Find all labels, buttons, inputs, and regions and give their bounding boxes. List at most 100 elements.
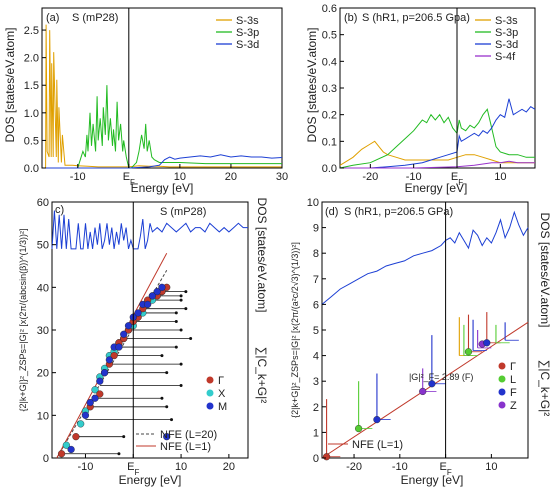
- legend-marker: [498, 388, 506, 396]
- y-tick-label: 0.3: [322, 83, 337, 95]
- legend-label: L: [510, 374, 516, 386]
- x-tick-label: 10: [174, 171, 186, 183]
- panel-a-plot-area: -10 EF 10 20 300.00.51.01.52.02.5(a) S (mP28)…: [24, 7, 288, 187]
- weight-bar-end: [170, 418, 174, 422]
- y-tick-label: 2.0: [24, 53, 39, 65]
- panel-d-right-ylabel-top: DOS [states/eV.atom]: [538, 213, 550, 328]
- weight-bar-end: [122, 435, 126, 439]
- weight-bar-end: [179, 294, 183, 298]
- legend-label: S-3p: [495, 27, 518, 39]
- point-F: [373, 416, 381, 424]
- panel-b-plot-area: -20 -10 EF 100.00.10.20.30.40.50.6(b) S (hR1…: [322, 3, 536, 187]
- x-tick-label: 10: [175, 461, 187, 473]
- y-tick-label: 2.5: [24, 25, 39, 37]
- legend-marker: [206, 376, 214, 384]
- panel-annotation: S (hR1, p=206.5 GPa): [344, 206, 453, 218]
- y-tick-label: 9: [313, 223, 319, 235]
- panel-d-ylabel: {2|k+G|}²_ZSPs=|G|² [x(2π/(a²c/2√3)^(1/3…: [290, 242, 300, 418]
- series-line-s-3d: [42, 154, 283, 169]
- y-tick-label: 40: [37, 282, 49, 294]
- point-m: [67, 445, 75, 454]
- panel-a-frame: [41, 7, 283, 169]
- point-gamma: [96, 390, 104, 398]
- legend-label: Z: [510, 400, 517, 412]
- y-tick-label: 1: [313, 427, 319, 439]
- point-m: [86, 398, 94, 407]
- x-tick-label: 10: [494, 171, 506, 183]
- weight-bar-end: [179, 298, 183, 302]
- x-tick-label: 10: [485, 461, 497, 473]
- weight-bar-end: [160, 396, 164, 400]
- y-tick-label: 20: [37, 368, 49, 380]
- weight-bar-end: [174, 319, 178, 323]
- weight-bar-end: [179, 328, 183, 332]
- series-line-s-3p: [42, 85, 282, 169]
- x-tick-subscript: F: [447, 468, 452, 477]
- panel-c-ylabel: {2|k+G|}²_ZSPs=|G|² [x(2π/(abcsin(β))^(1…: [18, 228, 28, 411]
- series-line-s-4f: [340, 160, 535, 169]
- point-F: [428, 380, 436, 388]
- point-m: [158, 283, 166, 291]
- legend-label: Γ: [510, 361, 516, 373]
- point-F: [483, 339, 491, 347]
- y-tick-label: 50: [37, 240, 49, 252]
- x-tick-label: -10: [70, 171, 86, 183]
- point-m: [81, 411, 90, 419]
- y-tick-label: 10: [37, 410, 49, 422]
- point-gamma: [110, 352, 118, 360]
- x-tick-subscript: F: [134, 468, 139, 477]
- legend-marker: [498, 375, 506, 383]
- point-m: [144, 300, 152, 309]
- point-m: [148, 292, 156, 300]
- legend-marker: [206, 402, 214, 410]
- panel-b: -20 -10 EF 100.00.10.20.30.40.50.6(b) S (hR1…: [305, 3, 536, 195]
- point-x: [77, 420, 85, 428]
- x-tick-label: -10: [78, 461, 94, 473]
- dos-overlay-line: [51, 210, 248, 250]
- point-m: [105, 356, 113, 364]
- y-tick-label: 0.0: [322, 163, 337, 175]
- point-L: [464, 348, 473, 356]
- point-x: [62, 441, 70, 449]
- point-gamma: [57, 450, 66, 458]
- weight-bar-end: [179, 383, 183, 387]
- panel-b-xlabel: Energy [eV]: [405, 181, 468, 195]
- panel-c-legend: ΓXM NFE (L=20)NFE (L=1): [136, 375, 227, 453]
- panel-label: c): [55, 204, 64, 216]
- panel-c-xlabel: Energy [eV]: [119, 473, 182, 487]
- panel-b-ylabel: DOS [states/eV.atom]: [305, 28, 319, 143]
- weight-bar-end: [184, 290, 188, 294]
- point-m: [124, 322, 133, 330]
- legend-label: NFE (L=1): [352, 439, 403, 451]
- weight-bar-end: [174, 345, 178, 349]
- panel-d-xlabel: Energy [eV]: [401, 473, 464, 487]
- point-m: [100, 369, 109, 377]
- x-tick-label: -10: [406, 171, 422, 183]
- legend-label: S-3s: [495, 15, 518, 27]
- x-tick-label: -20: [346, 461, 362, 473]
- weight-bar-end: [184, 307, 188, 311]
- y-tick-label: 0.5: [322, 30, 337, 42]
- legend-label: X: [218, 388, 226, 400]
- dos-overlay-line: [321, 210, 529, 305]
- panel-d-right-ylabel-bottom: ∑|C_k+G|²: [538, 360, 550, 416]
- point-m: [91, 394, 99, 402]
- weight-bar-end: [174, 311, 178, 315]
- y-tick-label: 0.0: [24, 163, 39, 175]
- y-tick-label: 3: [313, 376, 319, 388]
- y-tick-label: 6: [313, 299, 319, 311]
- point-gamma: [72, 433, 80, 441]
- legend-label: F: [510, 387, 517, 399]
- panel-a-ylabel: DOS [states/eV.atom]: [3, 28, 17, 143]
- x-tick-subscript: F: [130, 178, 135, 187]
- point-Z: [419, 387, 427, 396]
- point-m: [115, 343, 123, 351]
- y-tick-label: 8: [313, 248, 319, 260]
- y-tick-label: 0.4: [322, 56, 337, 68]
- legend-label: S-3d: [495, 39, 518, 51]
- y-tick-label: 60: [37, 197, 49, 209]
- panel-label: (b): [344, 12, 357, 24]
- y-tick-label: 0: [43, 453, 49, 465]
